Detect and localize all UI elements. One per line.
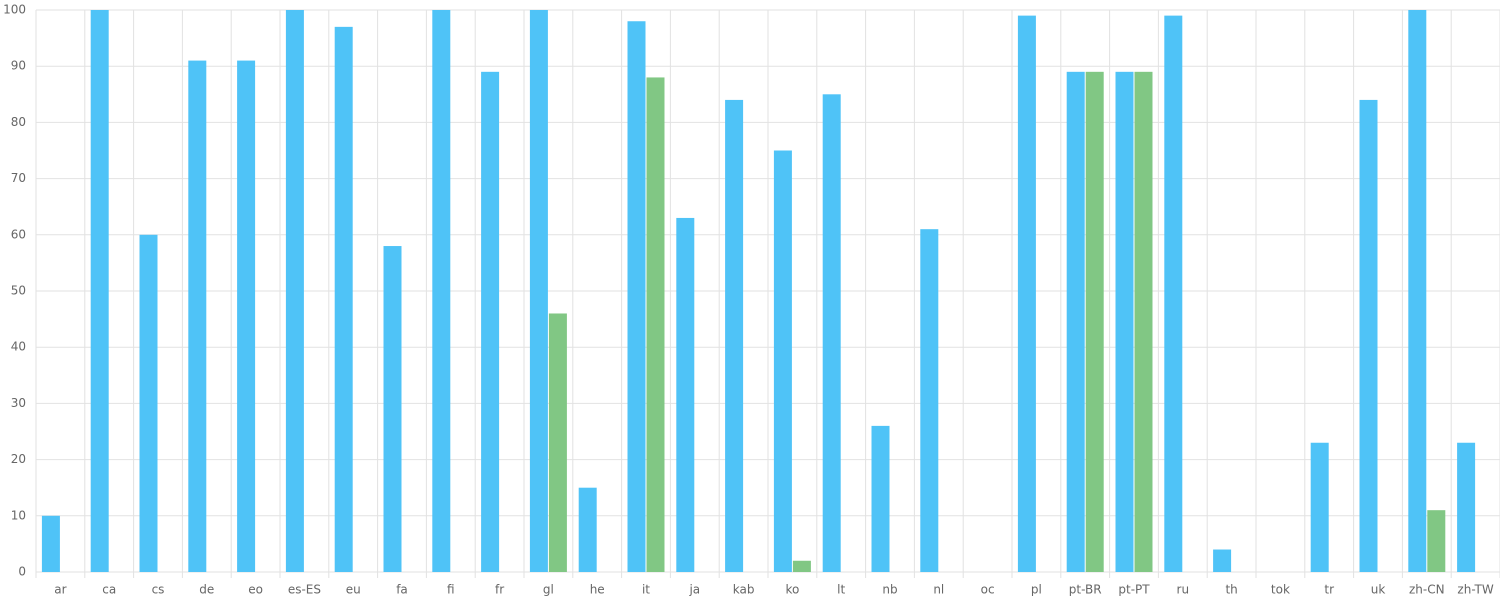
x-tick-label: ru — [1177, 583, 1190, 597]
bar — [1066, 71, 1085, 572]
x-tick-label: ja — [688, 583, 700, 597]
bar — [1134, 71, 1153, 572]
bar — [334, 26, 353, 573]
bar — [383, 246, 402, 573]
bar — [871, 425, 890, 572]
bar — [432, 10, 451, 572]
x-tick-label: pt-PT — [1118, 583, 1150, 597]
x-tick-label: nl — [933, 583, 944, 597]
x-tick-label: zh-CN — [1409, 583, 1445, 597]
bar — [41, 515, 60, 572]
x-tick-label: de — [199, 583, 214, 597]
y-tick-label: 30 — [11, 396, 26, 410]
bar — [529, 10, 548, 572]
bar — [548, 313, 567, 572]
bar — [1359, 99, 1378, 573]
bar — [139, 234, 158, 573]
bar — [1164, 15, 1183, 573]
y-tick-label: 70 — [11, 171, 26, 185]
x-tick-label: ko — [785, 583, 799, 597]
bar — [1213, 549, 1232, 572]
bar — [920, 229, 939, 572]
bar — [1017, 15, 1036, 573]
x-tick-label: eu — [346, 583, 361, 597]
x-tick-label: eo — [248, 583, 263, 597]
bar — [725, 99, 744, 573]
x-tick-label: he — [590, 583, 605, 597]
x-tick-label: tok — [1271, 583, 1290, 597]
y-tick-label: 100 — [3, 3, 26, 17]
bar — [773, 150, 792, 572]
bar — [237, 60, 256, 573]
y-tick-label: 50 — [11, 284, 26, 298]
x-tick-label: it — [642, 583, 650, 597]
bar — [676, 217, 695, 572]
x-tick-label: tr — [1324, 583, 1334, 597]
x-tick-label: oc — [981, 583, 995, 597]
x-tick-label: zh-TW — [1457, 583, 1493, 597]
x-tick-label: kab — [733, 583, 755, 597]
x-tick-label: fi — [447, 583, 455, 597]
x-tick-label: es-ES — [288, 583, 321, 597]
y-tick-label: 60 — [11, 227, 26, 241]
bar — [792, 560, 811, 572]
bar — [578, 487, 597, 572]
bar — [1085, 71, 1104, 572]
x-tick-label: fr — [495, 583, 504, 597]
bar — [1310, 442, 1329, 572]
bar — [1427, 510, 1446, 572]
bar — [481, 71, 500, 572]
x-tick-label: pt-BR — [1069, 583, 1102, 597]
x-tick-label: lt — [837, 583, 845, 597]
x-tick-label: ca — [102, 583, 116, 597]
x-tick-label: uk — [1371, 583, 1386, 597]
bar — [822, 94, 841, 573]
bar — [188, 60, 207, 573]
y-tick-label: 40 — [11, 340, 26, 354]
bar — [627, 21, 646, 573]
x-tick-label: th — [1225, 583, 1237, 597]
y-tick-label: 0 — [18, 565, 26, 579]
y-tick-label: 20 — [11, 452, 26, 466]
bar — [1457, 442, 1476, 572]
bar — [1408, 10, 1427, 572]
x-tick-label: fa — [396, 583, 408, 597]
x-tick-label: ar — [54, 583, 66, 597]
bar — [90, 10, 109, 572]
y-tick-label: 90 — [11, 59, 26, 73]
bar — [285, 10, 304, 572]
y-tick-label: 10 — [11, 508, 26, 522]
y-tick-label: 80 — [11, 115, 26, 129]
x-tick-label: gl — [543, 583, 554, 597]
bar — [646, 77, 665, 572]
x-tick-label: nb — [882, 583, 897, 597]
x-tick-label: pl — [1031, 583, 1042, 597]
x-tick-label: cs — [152, 583, 165, 597]
bar — [1115, 71, 1134, 572]
